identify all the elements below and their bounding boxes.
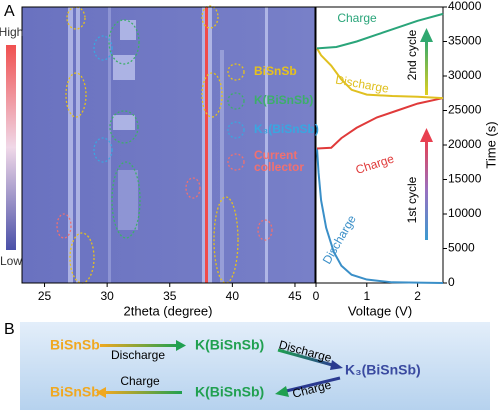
panel-b: B BiSnSb Discharge K(BiSnSb) Discharge K… xyxy=(4,321,490,410)
arrow xyxy=(104,391,182,394)
x-axis-label: 2theta (degree) xyxy=(124,303,213,318)
legend-marker xyxy=(227,121,245,139)
arrow-head xyxy=(96,387,106,398)
arrow-head xyxy=(176,340,186,351)
process-label: Discharge xyxy=(111,348,165,362)
legend-marker xyxy=(227,92,245,110)
curve xyxy=(316,97,444,150)
arrow xyxy=(425,40,428,95)
y-tick-label: 25000 xyxy=(448,103,482,117)
species: BiSnSb xyxy=(50,337,100,353)
panel-a: High Low 2theta (degree) Voltage (V) Tim… xyxy=(0,3,498,318)
x-tick-label: 0 xyxy=(313,289,320,303)
legend-label: K₃(BiSnSb) xyxy=(254,122,319,136)
arrow-head xyxy=(420,28,433,42)
x-tick-label: 45 xyxy=(288,289,302,303)
y-tick-label: 40000 xyxy=(448,0,482,13)
heatmap-frame xyxy=(21,6,316,284)
panel-label: B xyxy=(4,321,15,338)
arrow-head xyxy=(420,128,433,142)
x-tick-label: 35 xyxy=(163,289,177,303)
colorbar-high: High xyxy=(0,25,23,39)
y-tick-label: 35000 xyxy=(448,34,482,48)
x-tick-label: 1 xyxy=(363,289,370,303)
x-tick-label: 30 xyxy=(100,289,114,303)
y-tick-label: 20000 xyxy=(448,137,482,151)
line-plot-frame xyxy=(315,6,444,284)
curve xyxy=(316,12,444,50)
arrow-head xyxy=(275,386,289,397)
y-tick-label: 5000 xyxy=(448,241,475,255)
x-tick-label: 40 xyxy=(226,289,240,303)
curve xyxy=(316,47,444,100)
diagram-background xyxy=(20,322,490,410)
curve-label: Charge xyxy=(337,11,377,25)
arrow xyxy=(277,348,337,368)
arrow-head xyxy=(330,360,343,370)
species: K(BiSnSb) xyxy=(195,384,264,400)
y-tick-label: 0 xyxy=(448,275,455,289)
legend-marker xyxy=(227,63,245,81)
cycle-label: 2nd cycle xyxy=(405,29,419,80)
x-tick-label: 25 xyxy=(38,289,52,303)
legend-label: K(BiSnSb) xyxy=(254,93,313,107)
y-tick-label: 10000 xyxy=(448,206,482,220)
heatmap-stripes xyxy=(68,7,268,283)
arrow xyxy=(100,344,178,347)
colorbar xyxy=(6,45,16,250)
curve xyxy=(316,148,444,284)
process-label: Charge xyxy=(120,374,160,388)
y-tick-label: 15000 xyxy=(448,172,482,186)
x-axis-label: Voltage (V) xyxy=(348,303,412,318)
heatmap xyxy=(22,7,315,283)
y-tick-label: 30000 xyxy=(448,68,482,82)
x-tick-label: 2 xyxy=(414,289,421,303)
legend-label: Current collector xyxy=(254,148,304,174)
legend-label: BiSnSb xyxy=(254,64,297,78)
panel-label: A xyxy=(4,3,15,20)
colorbar-low: Low xyxy=(0,254,22,268)
collector-line xyxy=(205,7,208,283)
species: K₃(BiSnSb) xyxy=(345,362,421,378)
legend-marker xyxy=(227,153,245,171)
arrow xyxy=(281,376,341,394)
cycle-label: 1st cycle xyxy=(405,176,419,223)
annotations xyxy=(56,5,273,284)
species: BiSnSb xyxy=(50,384,100,400)
arrow xyxy=(425,140,428,240)
y-axis-label: Time (s) xyxy=(483,121,498,168)
species: K(BiSnSb) xyxy=(195,337,264,353)
